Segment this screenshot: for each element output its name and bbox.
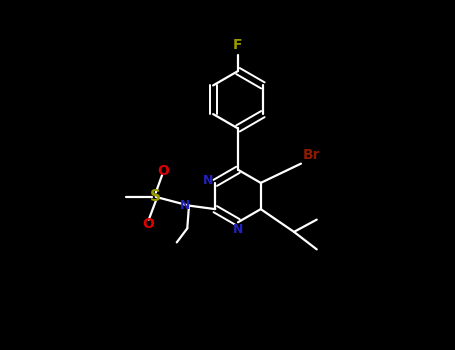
Text: Br: Br	[303, 148, 320, 162]
Text: N: N	[180, 199, 191, 212]
Text: F: F	[233, 38, 243, 52]
Text: O: O	[157, 164, 169, 178]
Text: S: S	[150, 189, 161, 204]
Text: O: O	[142, 217, 154, 231]
Text: N: N	[233, 223, 243, 236]
Text: N: N	[202, 174, 213, 187]
